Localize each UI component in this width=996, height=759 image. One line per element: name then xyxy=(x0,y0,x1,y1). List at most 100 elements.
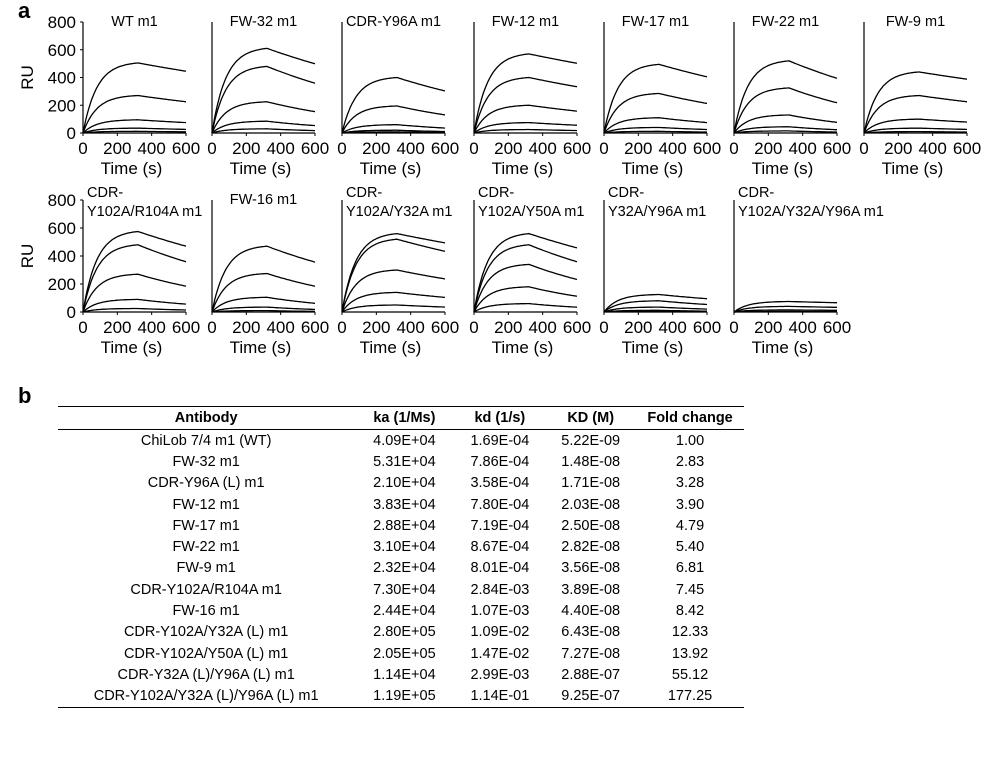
x-axis-title: Time (s) xyxy=(622,159,684,178)
kd-cell: 7.86E-04 xyxy=(470,453,530,470)
x-tick-label: 600 xyxy=(563,139,591,158)
sensorgram-curve xyxy=(603,117,708,134)
sensorgram-curve xyxy=(82,119,187,134)
sensorgram-curve xyxy=(341,232,446,313)
KD-cell: 1.71E-08 xyxy=(561,475,621,492)
fold-change-cell: 1.00 xyxy=(675,432,705,449)
panel-label-a: a xyxy=(18,0,31,23)
panel-title: Y102A/Y50A m1 xyxy=(478,204,584,220)
axis-lines xyxy=(211,22,315,134)
antibody-cell: ChiLob 7/4 m1 (WT) xyxy=(140,432,272,449)
table-row: FW-12 m1 3.83E+04 7.80E-04 2.03E-08 3.90 xyxy=(58,494,744,515)
x-tick-label: 400 xyxy=(658,318,686,337)
kd-cell: 8.67E-04 xyxy=(470,539,530,556)
panel-title: Y102A/R104A m1 xyxy=(87,204,202,220)
x-tick-label: 200 xyxy=(494,139,522,158)
axis-lines xyxy=(733,22,837,134)
sensorgram-curve xyxy=(341,304,446,313)
axis-lines xyxy=(82,22,186,134)
sensorgram-curve xyxy=(603,306,707,313)
panel-title: CDR-Y96A m1 xyxy=(346,14,441,30)
kd-cell: 1.47E-02 xyxy=(470,645,530,662)
x-tick-label: 600 xyxy=(172,139,200,158)
x-tick-label: 200 xyxy=(103,318,131,337)
antibody-cell: CDR-Y96A (L) m1 xyxy=(147,475,265,492)
ka-cell: 7.30E+04 xyxy=(373,581,436,598)
sensorgram-curve xyxy=(733,114,838,134)
table-row: CDR-Y32A (L)/Y96A (L) m1 1.14E+04 2.99E-03… xyxy=(58,664,744,685)
x-tick-label: 600 xyxy=(172,318,200,337)
x-tick-label: 400 xyxy=(137,318,165,337)
table-row: CDR-Y102A/Y50A (L) m1 2.05E+05 1.47E-02 7.2… xyxy=(58,643,744,664)
antibody-cell: FW-9 m1 xyxy=(176,560,236,577)
KD-cell: 9.25E-07 xyxy=(545,685,637,708)
fold-change-cell: 55.12 xyxy=(671,666,709,683)
sensorgram-curve xyxy=(341,129,445,134)
x-tick-label: 200 xyxy=(754,139,782,158)
ka-cell: 2.32E+04 xyxy=(373,560,436,577)
fold-change-cell: 6.81 xyxy=(675,560,705,577)
x-tick-label: 0 xyxy=(78,318,87,337)
sensorgram-panel: 0 200 400 600 Time (s) FW-16 m1 xyxy=(207,192,329,357)
x-axis-title: Time (s) xyxy=(622,338,684,357)
sensorgram-curve xyxy=(211,306,315,313)
sensorgram-curve xyxy=(733,126,837,134)
table-body: ChiLob 7/4 m1 (WT) 4.09E+04 1.69E-04 5.22E-… xyxy=(58,430,744,708)
sensorgram-curve xyxy=(733,87,838,134)
sensorgram-curve xyxy=(473,53,578,134)
x-tick-label: 400 xyxy=(788,139,816,158)
axis-lines xyxy=(211,200,315,313)
x-tick-label: 0 xyxy=(729,318,738,337)
sensorgram-curve xyxy=(341,76,446,134)
x-tick-label: 400 xyxy=(266,139,294,158)
kd-cell: 7.19E-04 xyxy=(470,517,530,534)
antibody-cell: FW-32 m1 xyxy=(172,453,240,470)
kinetics-table: Antibody ka (1/Ms) kd (1/s) KD (M) Fold … xyxy=(58,406,744,708)
sensorgram-curve xyxy=(863,94,968,134)
x-axis-title: Time (s) xyxy=(752,159,814,178)
sensorgram-curve xyxy=(82,273,187,313)
x-tick-label: 400 xyxy=(788,318,816,337)
kd-cell: 2.99E-03 xyxy=(470,666,530,683)
table-row: ChiLob 7/4 m1 (WT) 4.09E+04 1.69E-04 5.22E-… xyxy=(58,430,744,452)
sensorgram-curve xyxy=(603,63,708,134)
antibody-cell: FW-12 m1 xyxy=(172,496,240,513)
panel-title: Y32A/Y96A m1 xyxy=(608,204,706,220)
sensorgram-curve xyxy=(341,291,446,313)
x-tick-label: 600 xyxy=(301,139,329,158)
sensorgram-curve xyxy=(473,128,578,134)
panel-title: FW-9 m1 xyxy=(886,14,945,30)
y-tick-label: 200 xyxy=(48,96,76,115)
x-axis-title: Time (s) xyxy=(230,159,292,178)
KD-cell: 7.27E-08 xyxy=(561,645,621,662)
x-tick-label: 0 xyxy=(599,318,608,337)
panel-label-b: b xyxy=(18,383,32,408)
ka-cell: 2.44E+04 xyxy=(373,603,436,620)
antibody-cell: CDR-Y32A (L)/Y96A (L) m1 xyxy=(117,666,295,683)
antibody-cell: CDR-Y102A/Y50A (L) m1 xyxy=(123,645,289,662)
sensorgram-panel: 0 200 400 600 Time (s) FW-32 m1 xyxy=(207,14,329,178)
sensorgram-curve xyxy=(603,309,707,313)
sensorgram-curve xyxy=(733,300,837,313)
panel-title: Y102A/Y32A m1 xyxy=(346,204,452,220)
sensorgram-curve xyxy=(473,302,578,313)
panel-title: FW-16 m1 xyxy=(230,192,297,208)
panel-title: FW-32 m1 xyxy=(230,14,297,30)
fold-change-cell: 5.40 xyxy=(675,539,705,556)
kd-cell: 7.80E-04 xyxy=(470,496,530,513)
x-axis-title: Time (s) xyxy=(882,159,944,178)
sensorgram-curve xyxy=(863,130,967,134)
header-KD: KD (M) xyxy=(545,406,637,430)
panel-title: FW-12 m1 xyxy=(492,14,559,30)
kd-cell: 1.09E-02 xyxy=(470,624,530,641)
sensorgram-curve xyxy=(473,244,578,313)
x-tick-label: 600 xyxy=(431,139,459,158)
ka-cell: 5.31E+04 xyxy=(373,453,436,470)
y-tick-label: 600 xyxy=(48,41,76,60)
sensorgram-curve xyxy=(211,296,316,313)
sensorgram-curve xyxy=(863,118,968,134)
antibody-cell: FW-17 m1 xyxy=(172,517,240,534)
sensorgram-curve xyxy=(603,293,708,313)
table-row: CDR-Y102A/Y32A (L) m1 2.80E+05 1.09E-02 6.4… xyxy=(58,622,744,643)
